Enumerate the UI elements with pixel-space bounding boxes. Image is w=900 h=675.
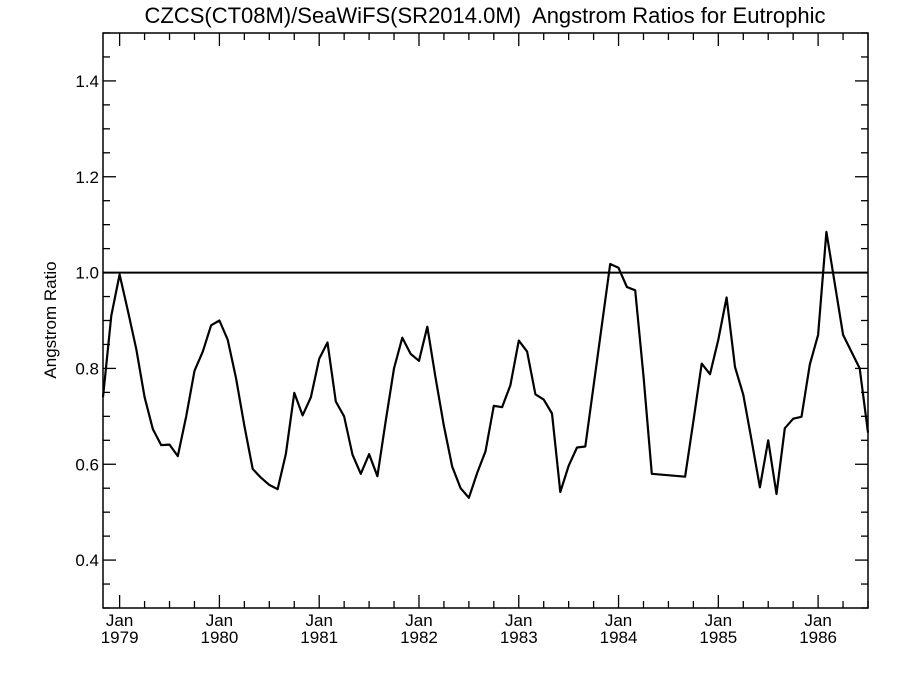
x-tick-label-year: 1983 <box>500 628 538 647</box>
y-tick-label: 1.4 <box>75 72 99 91</box>
x-tick-label-month: Jan <box>206 611 233 630</box>
x-tick-label-month: Jan <box>705 611 732 630</box>
x-tick-label-month: Jan <box>605 611 632 630</box>
x-tick-labels: Jan1979Jan1980Jan1981Jan1982Jan1983Jan19… <box>101 611 837 647</box>
x-tick-label-year: 1980 <box>200 628 238 647</box>
x-tick-label-year: 1986 <box>799 628 837 647</box>
y-tick-label: 0.4 <box>75 551 99 570</box>
x-tick-label-year: 1985 <box>699 628 737 647</box>
x-tick-label-month: Jan <box>804 611 831 630</box>
series-line-angstrom-ratio <box>101 230 870 499</box>
y-axis-title: Angstrom Ratio <box>41 261 60 378</box>
x-tick-label-month: Jan <box>505 611 532 630</box>
x-tick-label-month: Jan <box>405 611 432 630</box>
x-tick-label-month: Jan <box>106 611 133 630</box>
y-tick-labels: 0.4 0.6 0.8 1.0 1.2 1.4 <box>75 72 99 570</box>
y-tick-label: 0.6 <box>75 455 99 474</box>
x-tick-label-year: 1982 <box>400 628 438 647</box>
x-tick-label-year: 1981 <box>300 628 338 647</box>
x-tick-label-year: 1979 <box>101 628 139 647</box>
y-tick-label: 1.2 <box>75 168 99 187</box>
chart-title: CZCS(CT08M)/SeaWiFS(SR2014.0M) Angstrom … <box>145 3 826 28</box>
x-tick-label-month: Jan <box>305 611 332 630</box>
plot-frame <box>102 32 869 609</box>
x-tick-label-year: 1984 <box>600 628 638 647</box>
y-tick-label: 1.0 <box>75 264 99 283</box>
y-tick-label: 0.8 <box>75 359 99 378</box>
